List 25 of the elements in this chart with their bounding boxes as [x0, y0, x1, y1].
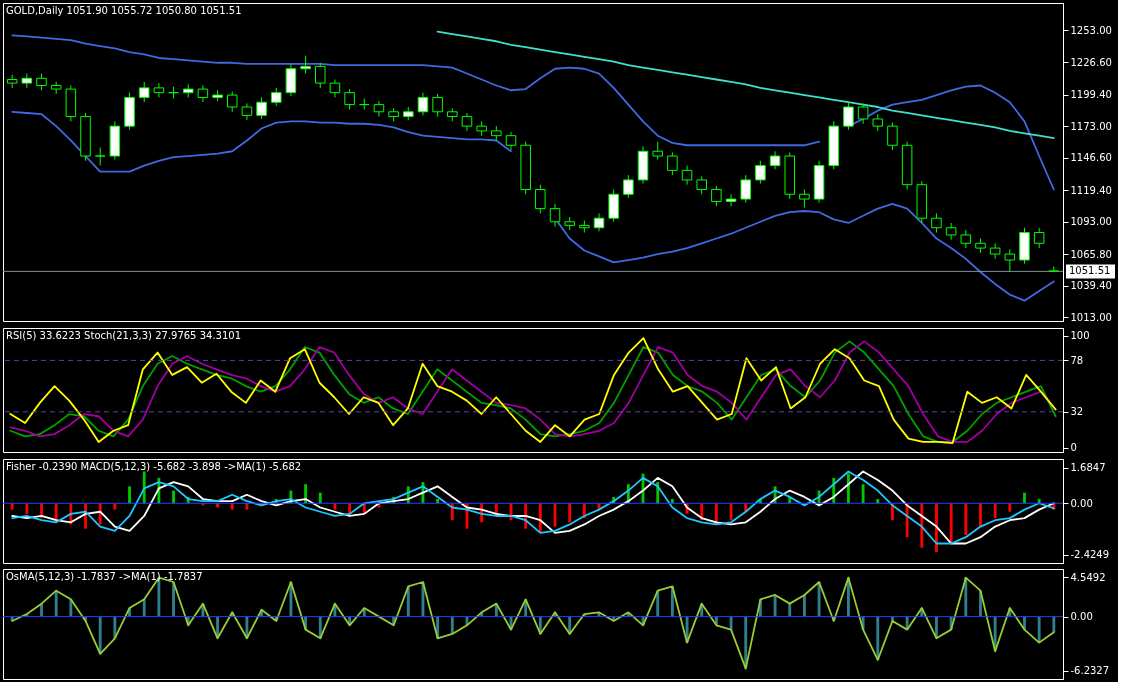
chart-title: OsMA(5,12,3) -1.7837 ->MA(1) -1.7837	[6, 571, 203, 582]
y-tick-label: 0	[1070, 442, 1077, 454]
y-tick-label: 78	[1070, 354, 1084, 366]
y-tick-label: -6.2327	[1070, 665, 1110, 677]
chart-title: Fisher -0.2390 MACD(5,12,3) -5.682 -3.898 ->MA(1) -5.682	[6, 461, 302, 472]
y-tick-label: 4.5492	[1070, 571, 1106, 583]
y-tick-label: 1013.00	[1070, 311, 1112, 323]
y-tick-label: 1.6847	[1070, 462, 1106, 474]
y-tick-label: 1173.00	[1070, 120, 1112, 132]
y-tick-label: 32	[1070, 406, 1084, 418]
y-tick-label: 0.00	[1070, 497, 1093, 509]
ref-line-label: 1051.51	[1069, 265, 1111, 277]
y-tick-label: 1199.40	[1070, 89, 1112, 101]
chart-title: GOLD,Daily 1051.90 1055.72 1050.80 1051.51	[6, 5, 242, 16]
y-tick-label: 100	[1070, 330, 1090, 342]
y-tick-label: 1226.60	[1070, 56, 1112, 68]
y-tick-label: 1253.00	[1070, 25, 1112, 36]
y-tick-label: 1039.40	[1070, 280, 1112, 292]
y-tick-label: 1146.60	[1070, 152, 1112, 164]
y-tick-label: 1065.80	[1070, 248, 1112, 260]
chart-title: RSI(5) 33.6223 Stoch(21,3,3) 27.9765 34.3101	[6, 330, 242, 341]
y-tick-label: 0.00	[1070, 611, 1093, 623]
y-tick-label: 1119.40	[1070, 184, 1112, 196]
y-tick-label: -2.4249	[1070, 549, 1110, 561]
y-tick-label: 1093.00	[1070, 216, 1112, 228]
